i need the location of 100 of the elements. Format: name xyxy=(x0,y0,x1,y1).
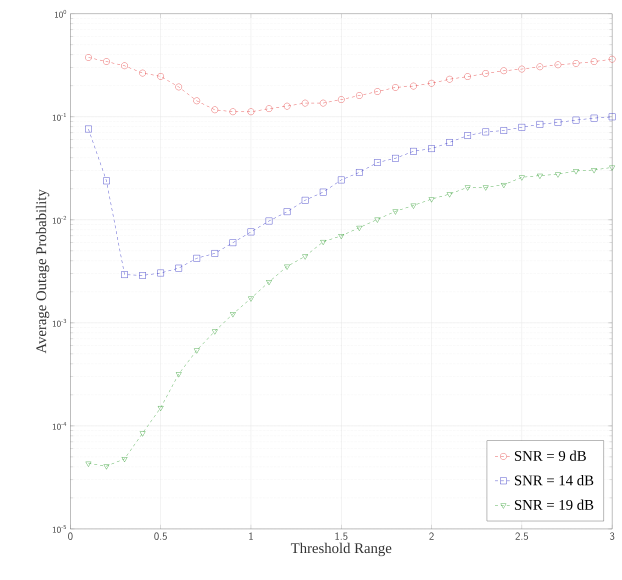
point xyxy=(374,218,380,223)
legend-label: SNR = 14 dB xyxy=(514,474,594,486)
point xyxy=(266,105,272,112)
point xyxy=(500,182,507,188)
point xyxy=(482,70,490,77)
point xyxy=(193,97,200,104)
point xyxy=(518,124,526,130)
point xyxy=(482,128,490,136)
point xyxy=(464,132,472,139)
x-tick-label: 1.5 xyxy=(335,532,348,540)
point xyxy=(139,70,146,76)
point xyxy=(193,254,200,262)
point xyxy=(157,270,164,276)
point xyxy=(356,92,363,99)
point xyxy=(609,166,616,171)
point xyxy=(320,240,326,245)
point xyxy=(518,66,526,72)
point xyxy=(554,118,562,126)
point xyxy=(212,329,218,334)
y-tick-label: 10$^{-3}$ xyxy=(52,318,66,327)
point xyxy=(573,169,579,174)
point xyxy=(284,102,290,110)
point xyxy=(302,100,308,106)
point xyxy=(536,174,543,179)
point xyxy=(230,108,236,115)
y-axis-title: Average Outage Probability xyxy=(36,189,50,354)
point xyxy=(121,271,128,278)
point xyxy=(320,100,327,106)
point xyxy=(500,67,508,74)
point xyxy=(302,196,308,204)
point xyxy=(139,272,146,279)
point xyxy=(175,264,182,272)
y-tick-label: 10$^{-4}$ xyxy=(52,422,66,430)
point xyxy=(175,83,182,90)
point xyxy=(591,168,597,174)
point xyxy=(104,464,110,470)
point xyxy=(266,218,272,224)
point xyxy=(392,154,399,162)
point xyxy=(590,58,598,65)
point xyxy=(85,54,92,61)
point xyxy=(248,108,254,115)
point xyxy=(103,58,110,65)
point xyxy=(446,138,453,146)
point xyxy=(392,209,398,215)
point xyxy=(608,113,616,120)
point xyxy=(428,80,435,86)
point xyxy=(446,192,453,198)
point xyxy=(464,185,471,191)
point xyxy=(194,348,200,354)
point xyxy=(536,120,544,128)
point xyxy=(266,280,272,286)
point xyxy=(338,234,344,240)
point xyxy=(374,159,381,166)
x-tick-label: 3 xyxy=(610,532,614,540)
y-tick-label: 10$^{-1}$ xyxy=(52,112,66,121)
point xyxy=(410,204,416,209)
point xyxy=(284,264,290,270)
point xyxy=(392,84,399,91)
point xyxy=(320,188,327,196)
point xyxy=(103,177,110,184)
point xyxy=(248,296,254,302)
point xyxy=(464,73,472,80)
x-tick-label: 0 xyxy=(68,532,73,540)
point xyxy=(356,168,363,176)
point xyxy=(555,172,561,178)
point xyxy=(572,60,580,67)
point xyxy=(572,116,580,124)
x-axis-title: Threshold Range xyxy=(290,542,392,556)
point xyxy=(121,62,128,70)
point xyxy=(446,76,453,82)
point xyxy=(140,431,146,436)
point xyxy=(590,114,598,122)
point xyxy=(230,239,236,246)
point xyxy=(608,56,616,62)
point xyxy=(86,462,92,467)
point xyxy=(122,456,128,462)
point xyxy=(356,226,362,231)
point xyxy=(338,96,345,103)
point xyxy=(482,185,489,191)
point xyxy=(85,126,92,132)
y-tick-label: 10$^{-2}$ xyxy=(52,216,66,224)
point xyxy=(158,406,164,411)
point xyxy=(211,106,218,114)
point xyxy=(374,88,381,95)
point xyxy=(428,197,434,202)
point xyxy=(248,228,254,236)
point xyxy=(554,61,562,68)
x-tick-label: 2.5 xyxy=(516,532,528,540)
point xyxy=(410,82,417,90)
point xyxy=(230,312,236,318)
x-tick-label: 1 xyxy=(249,532,253,540)
x-tick-label: 2 xyxy=(429,532,434,540)
y-tick-label: 10$^{-5}$ xyxy=(52,524,66,533)
y-tick-label: 10$^{0}$ xyxy=(54,10,66,18)
point xyxy=(536,63,544,70)
point xyxy=(338,176,345,184)
legend-label: SNR = 19 dB xyxy=(514,499,594,510)
point xyxy=(518,175,525,181)
x-tick-label: 0.5 xyxy=(154,532,167,540)
point xyxy=(211,250,218,257)
